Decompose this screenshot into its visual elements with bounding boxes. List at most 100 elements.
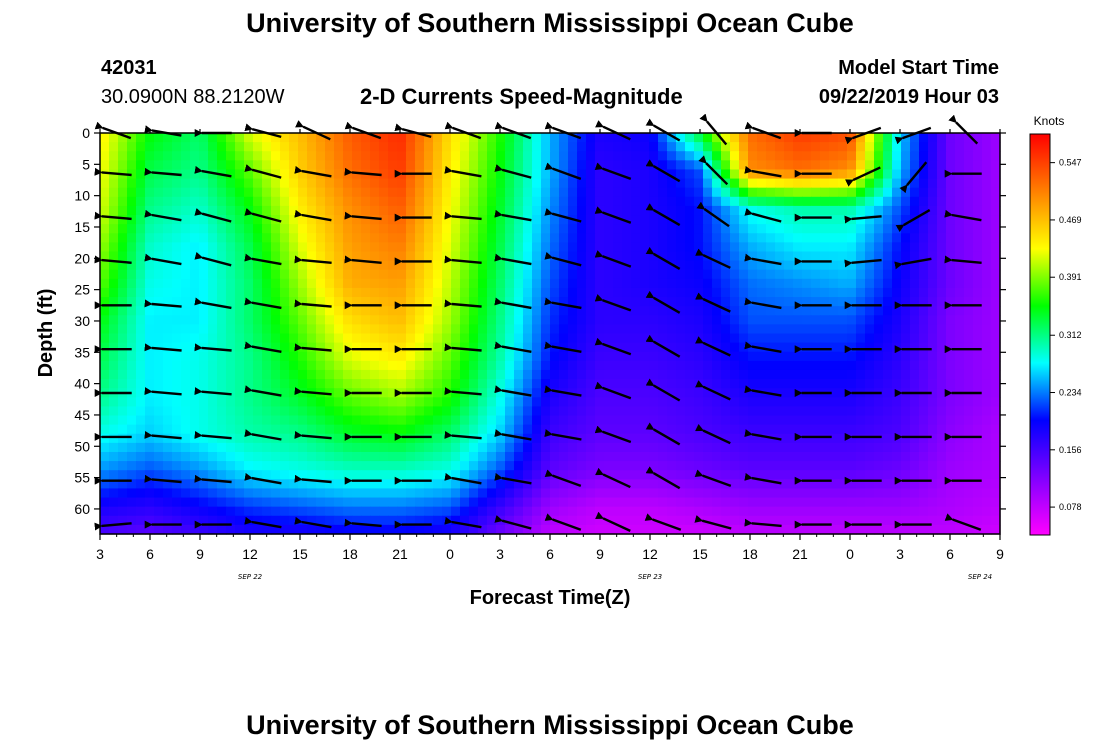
heatmap-cell bbox=[514, 178, 524, 189]
heatmap-cell bbox=[325, 287, 335, 298]
heatmap-cell bbox=[469, 242, 479, 253]
heatmap-cell bbox=[127, 451, 137, 462]
heatmap-cell bbox=[199, 424, 209, 435]
heatmap-cell bbox=[136, 379, 146, 389]
heatmap-cell bbox=[802, 524, 812, 535]
heatmap-cell bbox=[163, 151, 173, 161]
heatmap-cell bbox=[622, 369, 632, 380]
heatmap-cell bbox=[307, 351, 317, 362]
heatmap-cell bbox=[271, 369, 281, 380]
heatmap-cell bbox=[199, 196, 209, 207]
heatmap-cell bbox=[793, 470, 803, 480]
heatmap-cell bbox=[550, 406, 560, 417]
heatmap-cell bbox=[181, 470, 191, 480]
heatmap-cell bbox=[874, 178, 884, 189]
heatmap-cell bbox=[415, 461, 425, 471]
heatmap-cell bbox=[595, 142, 605, 152]
heatmap-cell bbox=[469, 424, 479, 435]
heatmap-cell bbox=[793, 287, 803, 298]
heatmap-cell bbox=[730, 205, 740, 216]
heatmap-cell bbox=[307, 360, 317, 371]
heatmap-cell bbox=[190, 497, 200, 508]
heatmap-cell bbox=[316, 479, 326, 490]
x-tick-label: 6 bbox=[146, 546, 154, 562]
heatmap-cell bbox=[739, 242, 749, 253]
heatmap-cell bbox=[406, 187, 416, 198]
heatmap-cell bbox=[280, 278, 290, 289]
heatmap-cell bbox=[514, 524, 524, 535]
heatmap-cell bbox=[406, 360, 416, 371]
heatmap-cell bbox=[334, 406, 344, 417]
heatmap-cell bbox=[640, 379, 650, 389]
heatmap-cell bbox=[163, 524, 173, 535]
heatmap-cell bbox=[847, 187, 857, 198]
heatmap-cell bbox=[343, 442, 353, 453]
heatmap-cell bbox=[343, 215, 353, 225]
heatmap-cell bbox=[469, 215, 479, 225]
heatmap-cell bbox=[730, 251, 740, 262]
heatmap-cell bbox=[109, 342, 119, 353]
heatmap-cell bbox=[190, 397, 200, 408]
heatmap-cell bbox=[496, 269, 506, 280]
heatmap-cell bbox=[667, 415, 677, 426]
heatmap-cell bbox=[379, 133, 389, 143]
heatmap-cell bbox=[190, 269, 200, 280]
heatmap-cell bbox=[928, 424, 938, 435]
heatmap-cell bbox=[703, 369, 713, 380]
heatmap-cell bbox=[352, 233, 362, 243]
heatmap-cell bbox=[523, 233, 533, 243]
heatmap-cell bbox=[721, 151, 731, 161]
heatmap-cell bbox=[109, 196, 119, 207]
heatmap-cell bbox=[622, 379, 632, 389]
heatmap-cell bbox=[703, 451, 713, 462]
heatmap-cell bbox=[271, 224, 281, 234]
heatmap-cell bbox=[667, 297, 677, 307]
heatmap-cell bbox=[577, 406, 587, 417]
heatmap-cell bbox=[910, 497, 920, 508]
heatmap-cell bbox=[730, 369, 740, 380]
heatmap-cell bbox=[721, 433, 731, 444]
heatmap-cell bbox=[298, 287, 308, 298]
heatmap-cell bbox=[163, 488, 173, 499]
heatmap-cell bbox=[586, 297, 596, 307]
heatmap-cell bbox=[577, 415, 587, 426]
heatmap-cell bbox=[559, 178, 569, 189]
heatmap-cell bbox=[280, 415, 290, 426]
heatmap-cell bbox=[721, 324, 731, 335]
heatmap-cell bbox=[811, 251, 821, 262]
heatmap-cell bbox=[712, 233, 722, 243]
heatmap-cell bbox=[271, 488, 281, 499]
heatmap-cell bbox=[595, 187, 605, 198]
heatmap-cell bbox=[397, 224, 407, 234]
heatmap-cell bbox=[370, 196, 380, 207]
heatmap-cell bbox=[271, 406, 281, 417]
heatmap-cell bbox=[757, 360, 767, 371]
heatmap-cell bbox=[712, 269, 722, 280]
heatmap-cell bbox=[262, 451, 272, 462]
heatmap-cell bbox=[370, 315, 380, 325]
heatmap-cell bbox=[973, 360, 983, 371]
heatmap-cell bbox=[757, 178, 767, 189]
heatmap-cell bbox=[163, 351, 173, 362]
heatmap-cell bbox=[964, 324, 974, 335]
heatmap-cell bbox=[667, 196, 677, 207]
heatmap-cell bbox=[136, 415, 146, 426]
heatmap-cell bbox=[829, 142, 839, 152]
heatmap-cell bbox=[532, 260, 542, 271]
heatmap-cell bbox=[577, 142, 587, 152]
heatmap-cell bbox=[451, 470, 461, 480]
heatmap-cell bbox=[136, 424, 146, 435]
heatmap-cell bbox=[676, 260, 686, 271]
heatmap-cell bbox=[865, 351, 875, 362]
heatmap-cell bbox=[226, 488, 236, 499]
heatmap-cell bbox=[460, 524, 470, 535]
heatmap-cell bbox=[568, 306, 578, 316]
heatmap-cell bbox=[856, 333, 866, 344]
heatmap-cell bbox=[307, 524, 317, 535]
heatmap-cell bbox=[361, 205, 371, 216]
heatmap-cell bbox=[145, 133, 155, 143]
heatmap-cell bbox=[352, 224, 362, 234]
heatmap-cell bbox=[334, 269, 344, 280]
heatmap-cell bbox=[559, 406, 569, 417]
heatmap-cell bbox=[199, 379, 209, 389]
